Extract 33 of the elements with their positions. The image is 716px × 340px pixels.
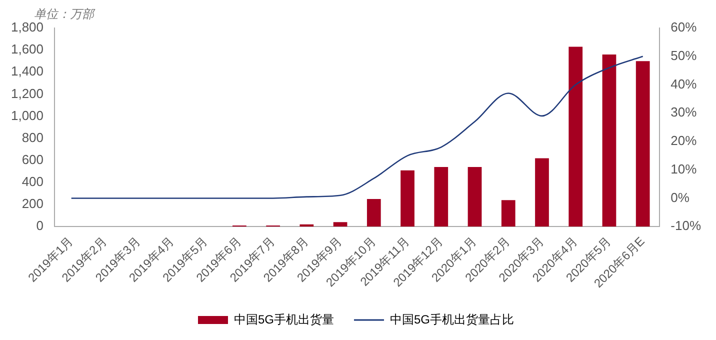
y2-tick-label: 50% xyxy=(670,48,698,63)
bar xyxy=(300,224,314,227)
y2-tick-label: 40% xyxy=(670,76,698,92)
y2-tick-label: 0% xyxy=(670,190,690,205)
bar xyxy=(602,54,616,227)
y-tick-label: 200 xyxy=(22,196,44,212)
y-tick-label: 600 xyxy=(22,152,44,167)
legend-label: 中国5G手机出货量 xyxy=(234,312,334,326)
line-series xyxy=(70,56,644,199)
y2-tick-label: 30% xyxy=(670,104,698,120)
bar xyxy=(568,46,583,227)
bar xyxy=(535,158,549,227)
bar xyxy=(636,61,650,227)
bar xyxy=(333,222,348,227)
y-tick-label: 1,400 xyxy=(10,64,44,79)
y-tick-label: 0 xyxy=(36,218,44,234)
text: 单位：万部 xyxy=(34,6,94,22)
y-tick-label: 800 xyxy=(22,130,44,145)
y-tick-label: 1,200 xyxy=(10,86,44,101)
y2-tick-label: 10% xyxy=(670,161,698,176)
bar xyxy=(468,167,482,227)
bar xyxy=(400,170,414,227)
y2-tick-label: 60% xyxy=(670,20,698,35)
y-tick-label: 400 xyxy=(22,174,44,190)
y-tick-label: 1,000 xyxy=(10,108,44,123)
y-tick-label: 1,800 xyxy=(10,20,44,35)
bar xyxy=(501,200,516,227)
y2-tick-label: -10% xyxy=(670,218,702,234)
legend-label: 中国5G手机出货量占比 xyxy=(390,312,514,326)
y2-tick-label: 20% xyxy=(670,133,698,148)
bar xyxy=(366,199,381,227)
y-tick-label: 1,600 xyxy=(10,42,44,57)
bar xyxy=(434,167,448,227)
